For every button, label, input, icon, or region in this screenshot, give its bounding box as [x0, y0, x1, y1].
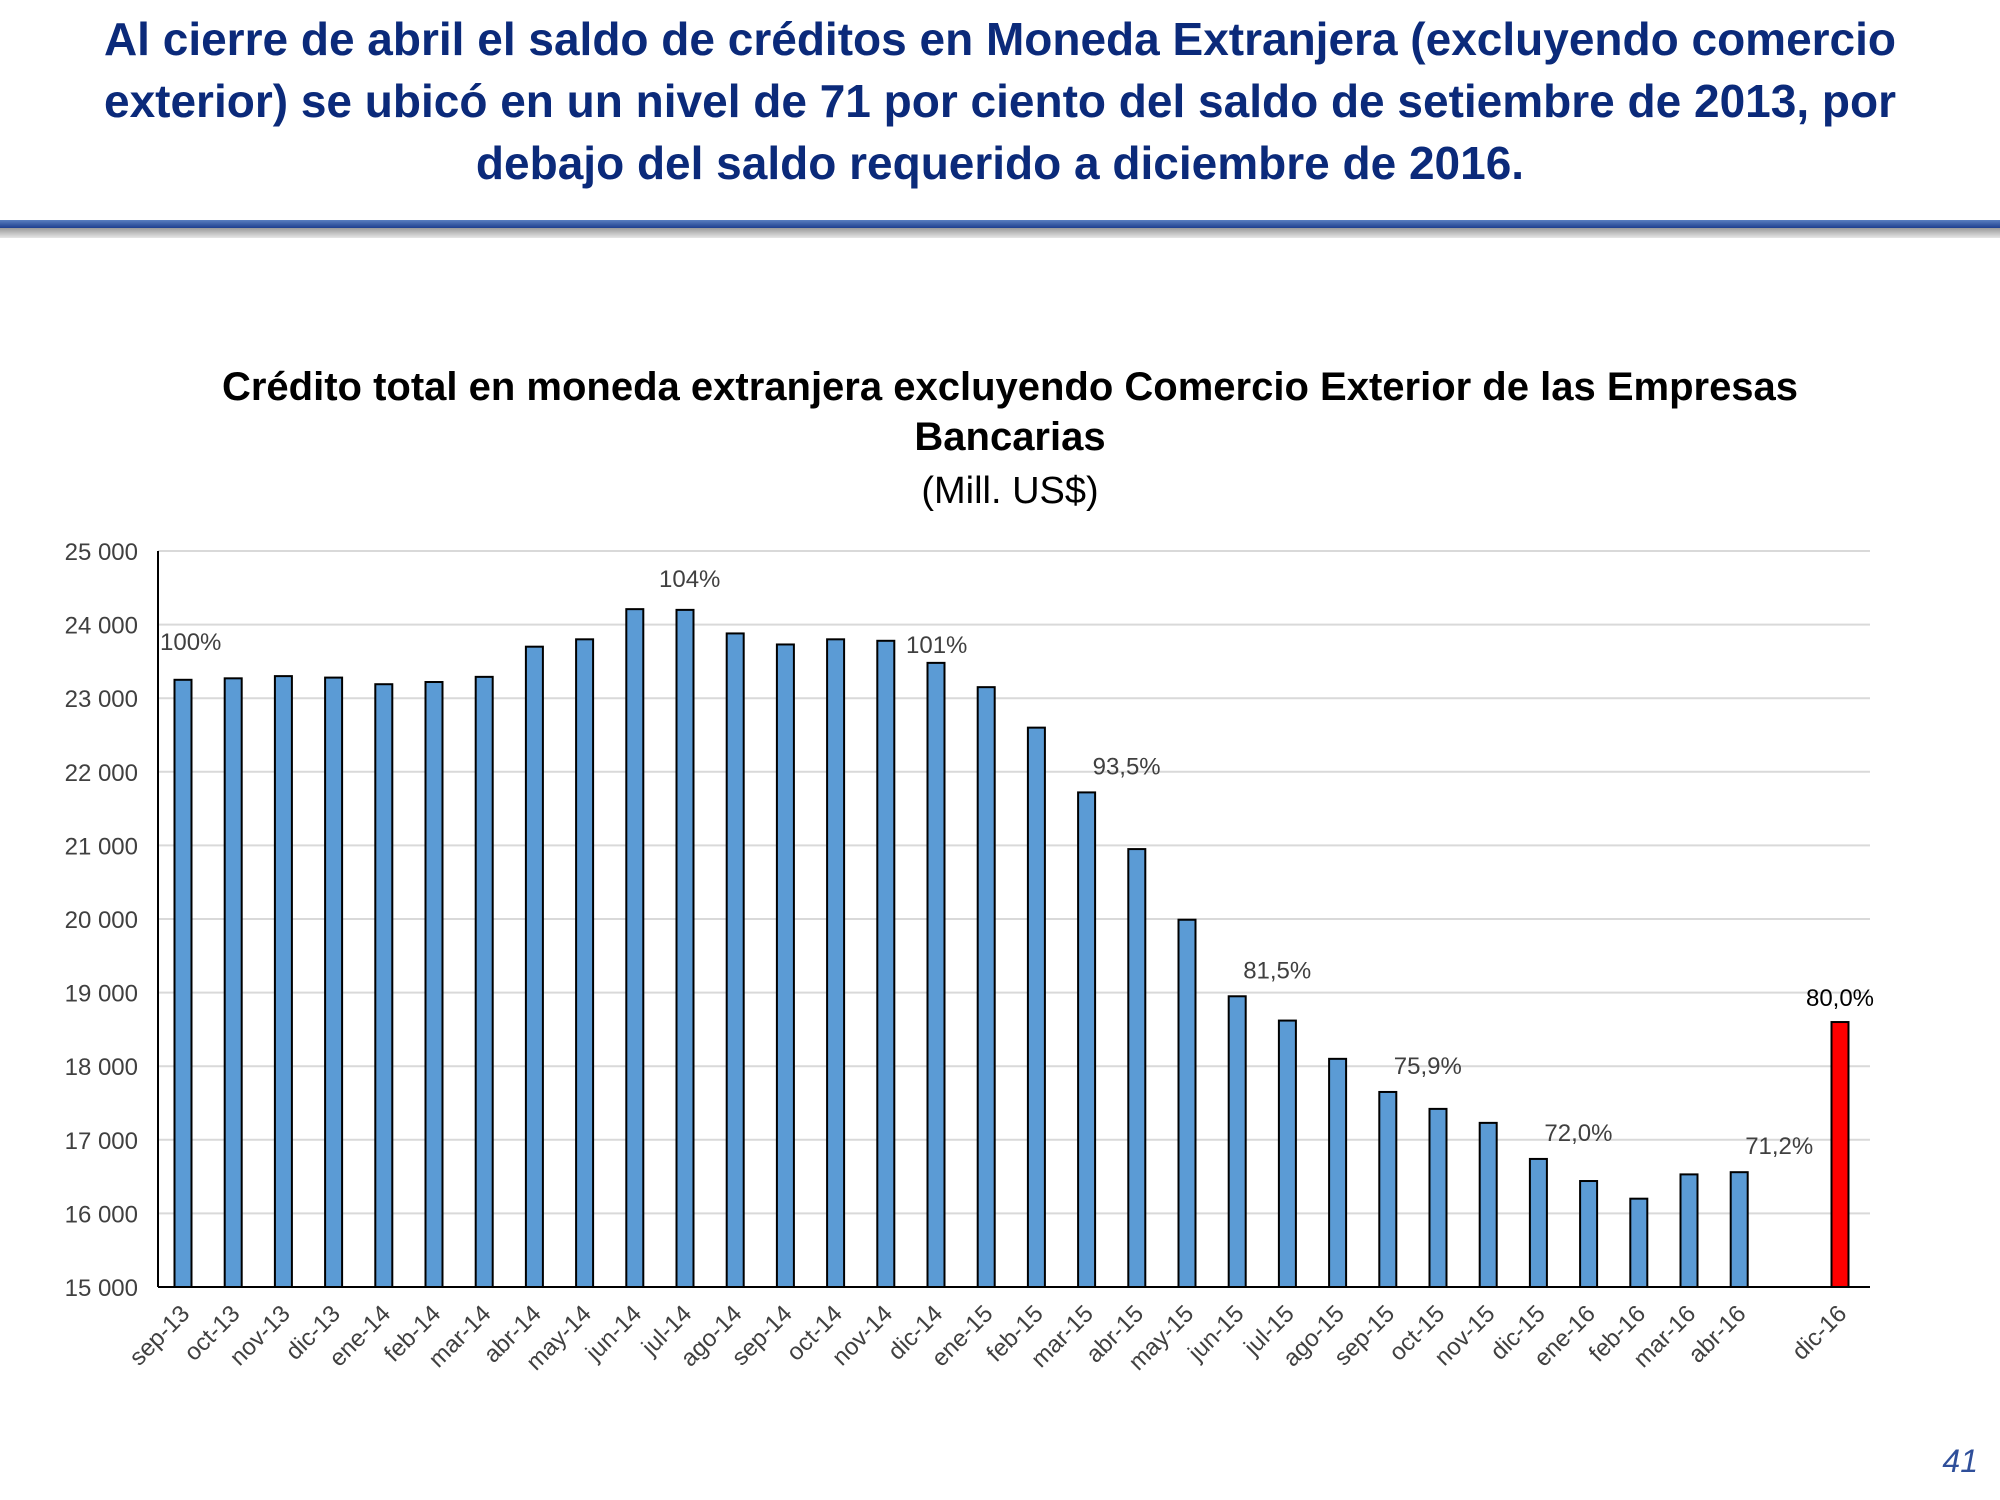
bar — [1227, 995, 1247, 1289]
bar — [976, 686, 996, 1288]
data-label: 93,5% — [1093, 753, 1161, 780]
bar — [675, 608, 695, 1288]
bar — [876, 639, 896, 1288]
y-tick-label: 21 000 — [65, 833, 138, 860]
data-label: 71,2% — [1745, 1133, 1813, 1160]
data-label: 75,9% — [1394, 1053, 1462, 1080]
bar — [926, 661, 946, 1288]
bar — [1729, 1171, 1749, 1288]
bar — [173, 678, 193, 1288]
bar — [324, 676, 344, 1288]
bar — [1177, 918, 1197, 1289]
bar — [575, 638, 595, 1288]
x-tick-label: dic-16 — [1787, 1300, 1852, 1365]
header-divider — [0, 220, 2000, 240]
slide-headline: Al cierre de abril el saldo de créditos … — [103, 13, 1897, 189]
y-tick-label: 20 000 — [65, 907, 138, 934]
bar — [1127, 848, 1147, 1289]
bar — [223, 677, 243, 1288]
bar — [524, 645, 544, 1288]
chart-title: Crédito total en moneda extranjera exclu… — [221, 365, 1799, 459]
x-tick-label: jun-14 — [580, 1300, 647, 1367]
y-tick-label: 22 000 — [65, 760, 138, 787]
y-tick-label: 18 000 — [65, 1054, 138, 1081]
target-bar — [1830, 1021, 1850, 1288]
bar — [1026, 726, 1046, 1288]
bar — [725, 632, 745, 1288]
bar — [1528, 1157, 1548, 1289]
bar — [474, 675, 494, 1288]
data-label: 80,0% — [1806, 985, 1874, 1012]
x-tick-label: jun-15 — [1182, 1300, 1249, 1367]
data-label: 81,5% — [1243, 957, 1311, 984]
bar — [775, 643, 795, 1288]
bar — [374, 683, 394, 1288]
bar — [1478, 1121, 1498, 1288]
bar — [1679, 1173, 1699, 1288]
chart-subtitle: (Mill. US$) — [921, 470, 1099, 512]
x-tick-label: sep-13 — [124, 1300, 195, 1371]
y-tick-label: 16 000 — [65, 1201, 138, 1228]
bar — [273, 675, 293, 1288]
bar — [1378, 1090, 1398, 1288]
y-tick-label: 15 000 — [65, 1275, 138, 1302]
y-tick-label: 19 000 — [65, 981, 138, 1008]
page-number: 41 — [1942, 1443, 1978, 1479]
bar — [1328, 1057, 1348, 1288]
data-label: 72,0% — [1544, 1120, 1612, 1147]
bar — [1277, 1019, 1297, 1288]
bar — [424, 681, 444, 1288]
x-tick-label: abr-16 — [1683, 1300, 1751, 1368]
y-tick-label: 17 000 — [65, 1128, 138, 1155]
data-label: 104% — [659, 566, 720, 593]
data-label: 101% — [906, 632, 967, 659]
bar — [625, 608, 645, 1288]
bar — [1629, 1197, 1649, 1289]
bar — [826, 638, 846, 1288]
bar — [1077, 791, 1097, 1289]
bar — [1428, 1107, 1448, 1288]
data-label: 100% — [160, 629, 221, 656]
y-tick-label: 24 000 — [65, 613, 138, 640]
bar — [1579, 1180, 1599, 1288]
y-tick-label: 25 000 — [65, 539, 138, 566]
y-tick-label: 23 000 — [65, 686, 138, 713]
